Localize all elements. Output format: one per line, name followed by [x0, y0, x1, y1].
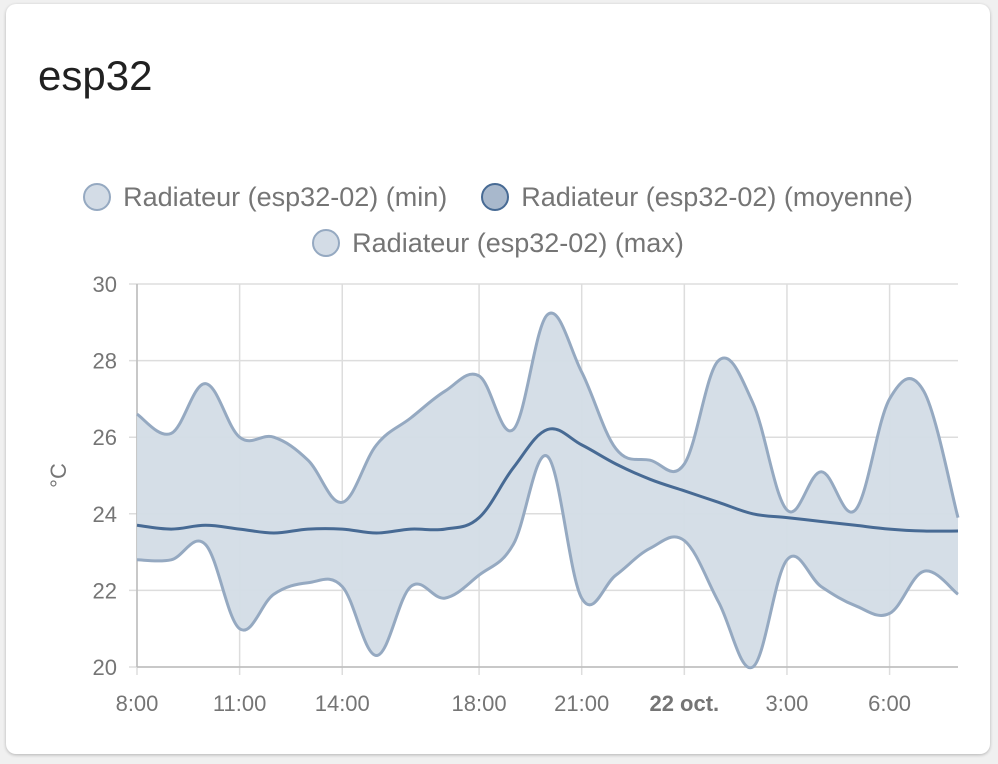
y-tick-label: 28 [93, 349, 117, 374]
y-tick-label: 26 [93, 425, 117, 450]
legend-label-mean: Radiateur (esp32-02) (moyenne) [521, 181, 913, 212]
chart-card: esp32 Radiateur (esp32-02) (min) Radiate… [6, 4, 990, 754]
legend-row-2: Radiateur (esp32-02) (max) [6, 220, 990, 266]
y-axis-label: °C [46, 463, 71, 488]
legend-item-max[interactable]: Radiateur (esp32-02) (max) [312, 228, 684, 259]
legend-item-mean[interactable]: Radiateur (esp32-02) (moyenne) [481, 182, 913, 213]
x-tick-label: 6:00 [868, 691, 911, 716]
min-max-band [137, 313, 958, 668]
x-tick-label: 18:00 [452, 691, 507, 716]
tick-layer: 20 22 24 26 28 30 8:00 11:00 14:00 18:00 21:00 22 o… [93, 272, 911, 716]
legend-swatch-mean [481, 183, 510, 211]
legend-label-max: Radiateur (esp32-02) (max) [352, 227, 684, 258]
x-tick-label: 22 oct. [649, 691, 719, 716]
y-tick-label: 24 [93, 502, 117, 527]
series-line-min [136, 454, 959, 670]
series-line-max [136, 311, 960, 518]
x-tick-label: 3:00 [766, 691, 809, 716]
legend-row-1: Radiateur (esp32-02) (min) Radiateur (es… [6, 174, 990, 220]
legend-item-min[interactable]: Radiateur (esp32-02) (min) [83, 182, 447, 213]
y-tick-label: 30 [93, 272, 117, 297]
x-tick-label: 8:00 [116, 691, 159, 716]
y-tick-label: 20 [93, 655, 117, 680]
legend-swatch-max [312, 229, 341, 257]
series-line-mean [136, 427, 959, 535]
x-tick-label: 21:00 [554, 691, 609, 716]
x-tick-label: 14:00 [315, 691, 370, 716]
legend-swatch-min [83, 183, 112, 211]
y-tick-label: 22 [93, 578, 117, 603]
chart-plot: 20 22 24 26 28 30 8:00 11:00 14:00 18:00 21:00 22 o… [46, 272, 960, 716]
x-tick-label: 11:00 [213, 691, 266, 716]
card-title: esp32 [38, 52, 153, 99]
legend-label-min: Radiateur (esp32-02) (min) [123, 181, 448, 212]
chart-legend: Radiateur (esp32-02) (min) Radiateur (es… [6, 174, 990, 266]
